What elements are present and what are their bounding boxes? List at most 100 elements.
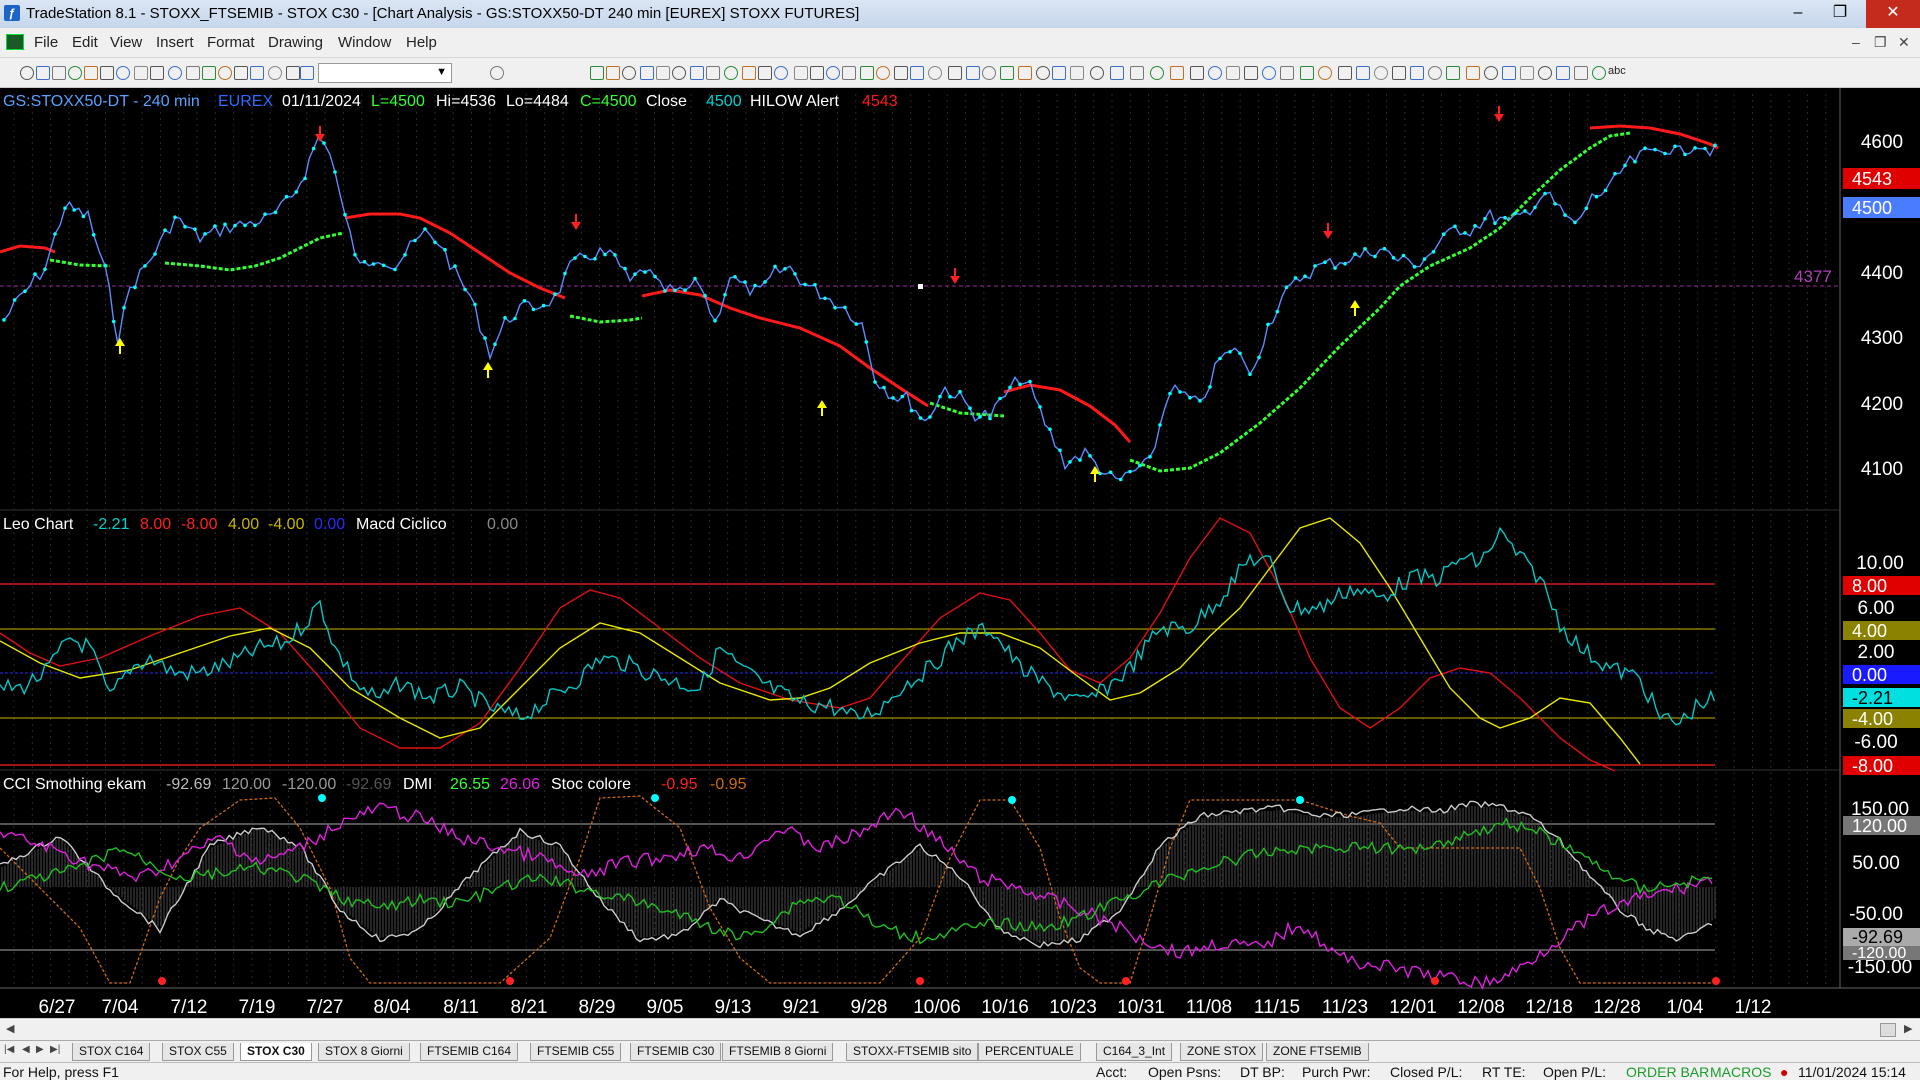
toolbar-tool-icon[interactable] — [690, 66, 704, 80]
tab-stox-c164[interactable]: STOX C164 — [72, 1043, 151, 1061]
scroll-right-icon[interactable]: ▶ — [1904, 1023, 1913, 1035]
toolbar-tool-icon[interactable] — [150, 66, 164, 80]
toolbar-tool-icon[interactable] — [84, 66, 98, 80]
toolbar-tool-icon[interactable] — [1410, 66, 1424, 80]
toolbar-tool-icon[interactable] — [1262, 66, 1276, 80]
toolbar-tool-icon[interactable] — [1190, 66, 1204, 80]
menu-edit[interactable]: Edit — [72, 34, 98, 51]
toolbar-tool-icon[interactable] — [1070, 66, 1084, 80]
toolbar-tool-icon[interactable] — [268, 66, 282, 80]
tab-next-icon[interactable]: ▶ — [36, 1044, 44, 1055]
tab-stox-8-giorni[interactable]: STOX 8 Giorni — [318, 1043, 410, 1061]
mdi-minimize-button[interactable]: – — [1852, 34, 1860, 50]
toolbar-tool-icon[interactable] — [52, 66, 66, 80]
toolbar-tool-icon[interactable] — [706, 66, 720, 80]
toolbar-tool-icon[interactable] — [724, 66, 738, 80]
toolbar-tool-icon[interactable] — [1338, 66, 1352, 80]
tab-stox-c30[interactable]: STOX C30 — [240, 1043, 312, 1061]
tab-first-icon[interactable]: |◀ — [4, 1044, 15, 1055]
tab-ftsemib-c55[interactable]: FTSEMIB C55 — [530, 1043, 622, 1061]
tab-last-icon[interactable]: ▶| — [50, 1044, 61, 1055]
toolbar-tool-icon[interactable] — [202, 66, 216, 80]
mdi-restore-button[interactable]: ❐ — [1874, 34, 1887, 50]
toolbar-tool-icon[interactable] — [1428, 66, 1442, 80]
toolbar-tool-icon[interactable] — [186, 66, 200, 80]
mdi-close-button[interactable]: ✕ — [1898, 34, 1910, 50]
toolbar-tool-icon[interactable] — [794, 66, 808, 80]
chart-analysis[interactable]: 4377 GS:STOXX50-DT - 240 min EUREX 01/11… — [0, 88, 1920, 1018]
toolbar-tool-icon[interactable] — [948, 66, 962, 80]
toolbar-tool-icon[interactable] — [1502, 66, 1516, 80]
toolbar-tool-icon[interactable] — [218, 66, 232, 80]
tab-percentuale[interactable]: PERCENTUALE — [978, 1043, 1081, 1061]
toolbar-tool-icon[interactable] — [1280, 66, 1294, 80]
menu-format[interactable]: Format — [207, 34, 255, 51]
menu-insert[interactable]: Insert — [156, 34, 194, 51]
menu-help[interactable]: Help — [406, 34, 437, 51]
toolbar-tool-icon[interactable] — [100, 66, 114, 80]
toolbar-tool-icon[interactable] — [1090, 66, 1104, 80]
toolbar-tool-icon[interactable] — [656, 66, 670, 80]
toolbar-tool-icon[interactable] — [1484, 66, 1498, 80]
toolbar-tool-icon[interactable] — [758, 66, 772, 80]
tab-ftsemib-c164[interactable]: FTSEMIB C164 — [420, 1043, 519, 1061]
menu-view[interactable]: View — [110, 34, 143, 51]
toolbar-tool-icon[interactable] — [1170, 66, 1184, 80]
toolbar-tool-icon[interactable] — [286, 66, 300, 80]
toolbar-tool-icon[interactable] — [36, 66, 50, 80]
chart-window-icon[interactable] — [6, 34, 24, 50]
toolbar-tool-icon[interactable] — [68, 66, 82, 80]
toolbar-tool-icon[interactable] — [1374, 66, 1388, 80]
symbol-combo[interactable]: ▼ — [318, 63, 452, 83]
menu-drawing[interactable]: Drawing — [268, 34, 324, 51]
text-tool-label[interactable]: abc — [1608, 65, 1626, 77]
toolbar-tool-icon[interactable] — [1520, 66, 1534, 80]
toolbar-tool-icon[interactable] — [1300, 66, 1314, 80]
chevron-down-icon[interactable]: ▼ — [436, 66, 447, 78]
tab-stoxx-ftsemib-sito[interactable]: STOXX-FTSEMIB sito — [846, 1043, 979, 1061]
tab-ftsemib-8-giorni[interactable]: FTSEMIB 8 Giorni — [722, 1043, 834, 1061]
toolbar-tool-icon[interactable] — [1356, 66, 1370, 80]
maximize-button[interactable]: ❐ — [1832, 4, 1848, 21]
toolbar-tool-icon[interactable] — [1446, 66, 1460, 80]
toolbar-tool-icon[interactable] — [1226, 66, 1240, 80]
toolbar-tool-icon[interactable] — [300, 66, 314, 80]
tab-prev-icon[interactable]: ◀ — [22, 1044, 30, 1055]
minimize-button[interactable]: – — [1793, 4, 1803, 21]
toolbar-tool-icon[interactable] — [1018, 66, 1032, 80]
toolbar-tool-icon[interactable] — [606, 66, 620, 80]
order-bar-button[interactable]: ORDER BAR — [1626, 1064, 1710, 1080]
toolbar-tool-icon[interactable] — [860, 66, 874, 80]
toolbar-tool-icon[interactable] — [826, 66, 840, 80]
toolbar-tool-icon[interactable] — [1000, 66, 1014, 80]
toolbar-tool-icon[interactable] — [1466, 66, 1480, 80]
scroll-left-icon[interactable]: ◀ — [6, 1023, 15, 1035]
toolbar-tool-icon[interactable] — [1556, 66, 1570, 80]
toolbar-tool-icon[interactable] — [490, 66, 504, 80]
toolbar-tool-icon[interactable] — [640, 66, 654, 80]
toolbar-tool-icon[interactable] — [590, 66, 604, 80]
toolbar-tool-icon[interactable] — [234, 66, 248, 80]
toolbar-tool-icon[interactable] — [810, 66, 824, 80]
toolbar-tool-icon[interactable] — [928, 66, 942, 80]
toolbar-tool-icon[interactable] — [1036, 66, 1050, 80]
toolbar-tool-icon[interactable] — [1208, 66, 1222, 80]
toolbar-tool-icon[interactable] — [966, 66, 980, 80]
toolbar-tool-icon[interactable] — [250, 66, 264, 80]
toolbar-tool-icon[interactable] — [1318, 66, 1332, 80]
horizontal-scrollbar[interactable]: ◀ ▶ — [0, 1018, 1920, 1040]
toolbar-tool-icon[interactable] — [168, 66, 182, 80]
menu-file[interactable]: File — [34, 34, 59, 51]
toolbar-tool-icon[interactable] — [1592, 66, 1606, 80]
tab-zone-stox[interactable]: ZONE STOX — [1180, 1043, 1264, 1061]
toolbar-tool-icon[interactable] — [982, 66, 996, 80]
toolbar-tool-icon[interactable] — [672, 66, 686, 80]
toolbar-tool-icon[interactable] — [1244, 66, 1258, 80]
scroll-thumb[interactable] — [1880, 1023, 1896, 1037]
toolbar-tool-icon[interactable] — [1392, 66, 1406, 80]
tab-c164-3-int[interactable]: C164_3_Int — [1096, 1043, 1173, 1061]
toolbar-tool-icon[interactable] — [842, 66, 856, 80]
toolbar-tool-icon[interactable] — [20, 66, 34, 80]
tab-stox-c55[interactable]: STOX C55 — [162, 1043, 234, 1061]
toolbar-tool-icon[interactable] — [116, 66, 130, 80]
